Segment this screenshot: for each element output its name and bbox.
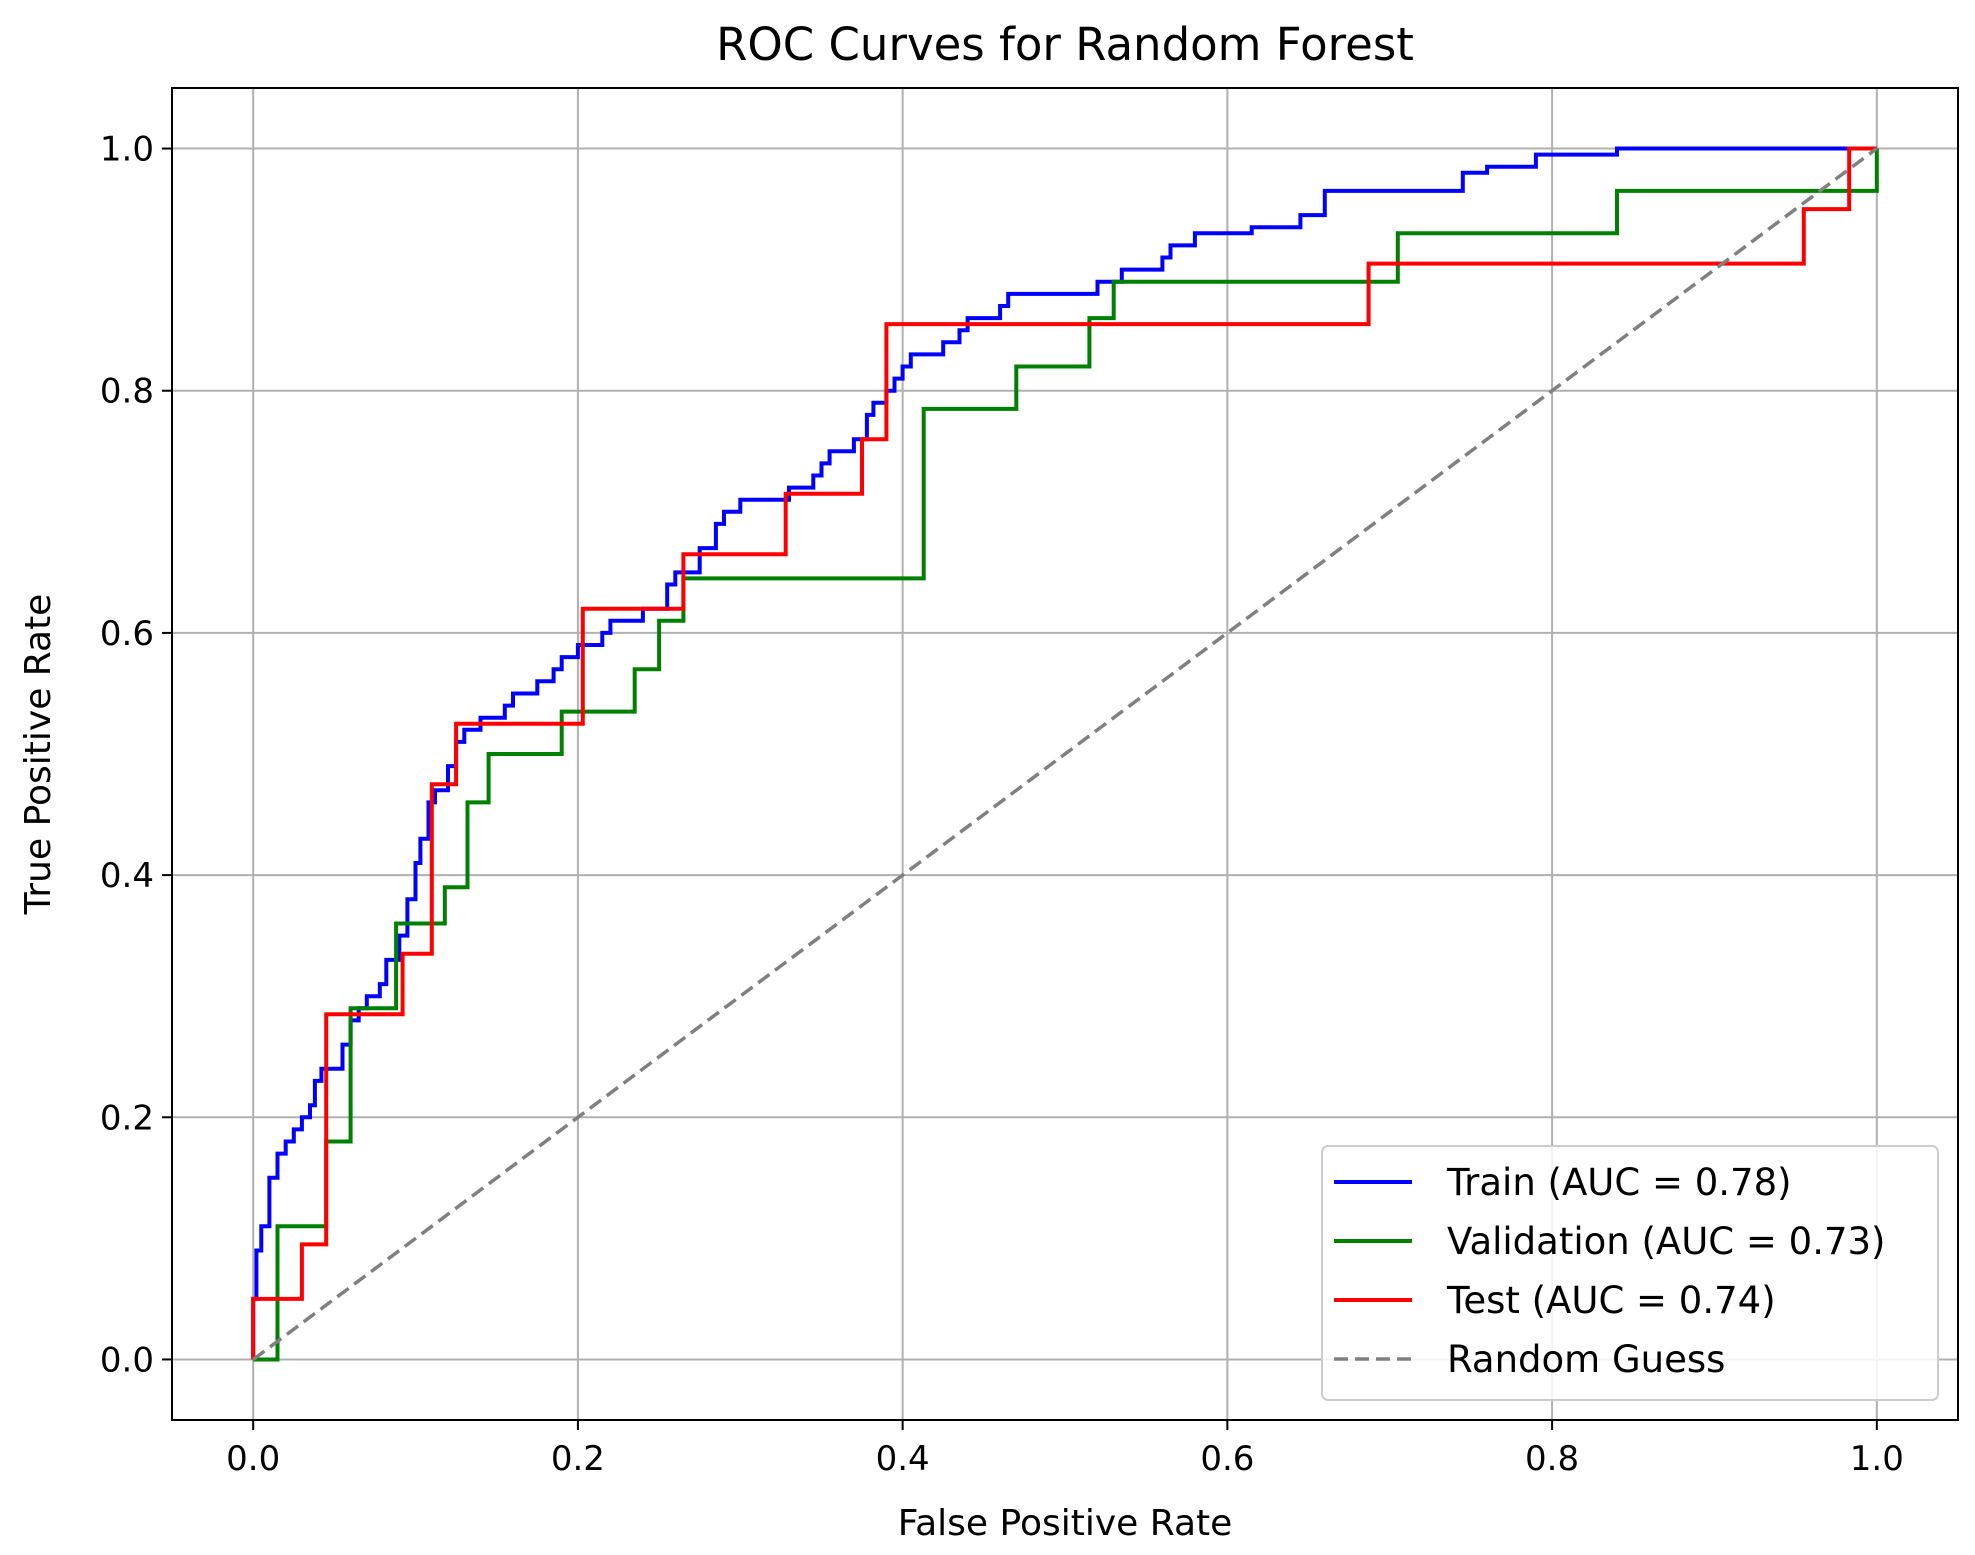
grid — [172, 88, 1958, 1420]
legend-label: Test (AUC = 0.74) — [1446, 1279, 1776, 1322]
x-tick-label: 0.4 — [876, 1439, 930, 1479]
axis-ticks: 0.0 0.2 0.4 0.6 0.8 1.0 0.0 0.2 0.4 0.6 0.8 1.0 — [100, 130, 1904, 1479]
legend-label: Random Guess — [1447, 1338, 1725, 1381]
legend-box — [1321, 1145, 1939, 1401]
series-line-test — [251, 146, 1877, 1360]
chart-title: ROC Curves for Random Forest — [716, 18, 1414, 71]
legend: Train (AUC = 0.78) Validation (AUC = 0.73… — [1321, 1145, 1939, 1401]
legend-label: Train (AUC = 0.78) — [1446, 1161, 1792, 1204]
x-tick-label: 0.0 — [226, 1439, 280, 1479]
y-tick-label: 1.0 — [100, 130, 154, 170]
y-axis-title: True Positive Rate — [18, 594, 59, 916]
legend-label: Validation (AUC = 0.73) — [1447, 1220, 1885, 1263]
x-axis-title: False Positive Rate — [898, 1503, 1233, 1544]
y-tick-label: 0.8 — [100, 372, 154, 412]
x-tick-label: 0.8 — [1525, 1439, 1579, 1479]
x-tick-label: 1.0 — [1850, 1439, 1904, 1479]
y-tick-label: 0.0 — [100, 1340, 154, 1380]
y-tick-label: 0.6 — [100, 614, 154, 654]
x-tick-label: 0.2 — [551, 1439, 605, 1479]
series-line-train — [251, 146, 1877, 1360]
y-tick-label: 0.4 — [100, 856, 154, 896]
series-line-validation — [253, 148, 1879, 1362]
plot-frame — [171, 87, 1959, 1421]
plot-lines — [251, 146, 1879, 1362]
series-line-random — [252, 147, 1878, 1361]
y-tick-label: 0.2 — [100, 1098, 154, 1138]
x-tick-label: 0.6 — [1200, 1439, 1254, 1479]
